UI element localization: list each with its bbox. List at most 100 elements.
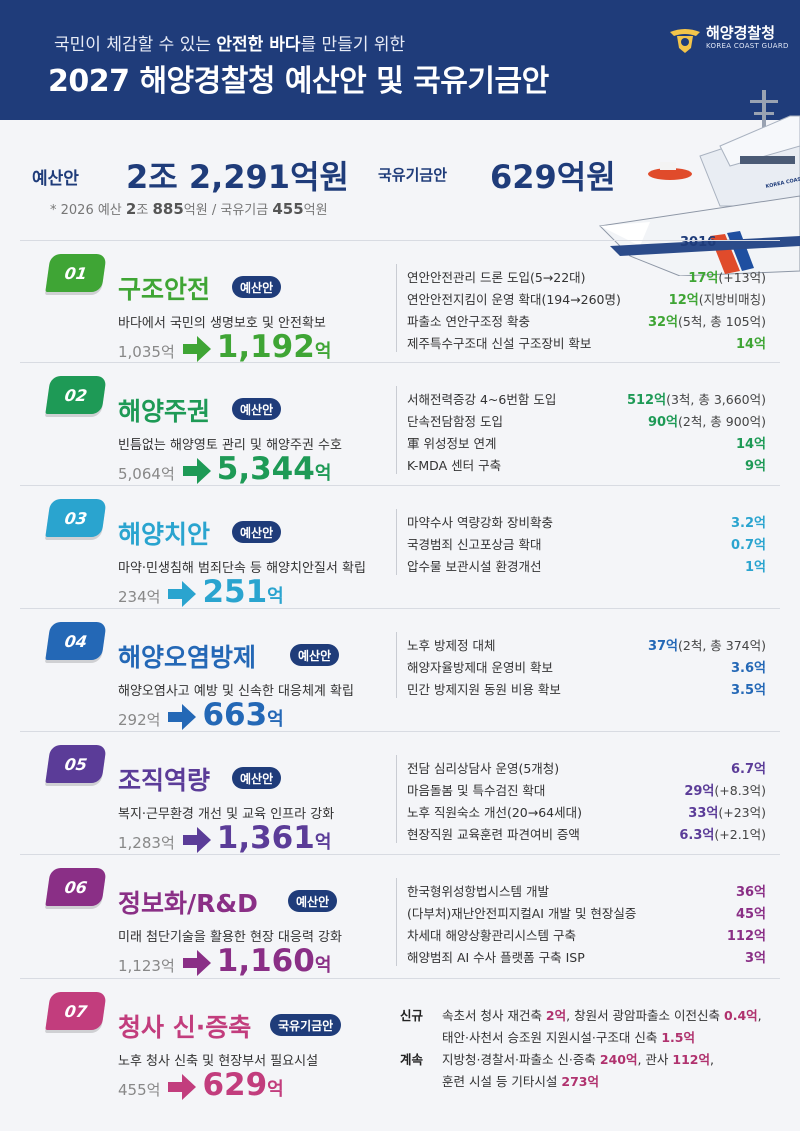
section-description: 복지·근무환경 개선 및 교육 인프라 강화 (118, 807, 335, 822)
page-title: 2027 해양경찰청 예산안 및 국유기금안 (48, 64, 549, 99)
section-divider (20, 608, 780, 609)
section-item-list: 서해전력증강 4~6번함 도입 512억(3척, 총 3,660억) 단속전담함정 … (396, 386, 766, 474)
section-number-badge: 02 (45, 376, 107, 414)
item-value: 0.7억 (731, 538, 766, 553)
list-item: 단속전담함정 도입 90억(2척, 총 900억) (407, 408, 766, 430)
item-value: 45억 (735, 907, 766, 922)
list-item: 마약수사 역량강화 장비확충 3.2억 (407, 509, 766, 531)
section-item-list: 노후 방제정 대체 37억(2척, 총 374억) 해양자율방제대 운영비 확보 3.… (396, 632, 766, 698)
item-name: 민간 방제지원 동원 비용 확보 (407, 682, 561, 697)
list-item: K-MDA 센터 구축 9억 (407, 452, 766, 474)
section-description: 미래 첨단기술을 활용한 현장 대응력 강화 (118, 930, 342, 945)
section-tag: 예산안 (232, 276, 282, 298)
section-pollution-control: 04 해양오염방제 예산안 해양오염사고 예방 및 신속한 대응체계 확립 292억 66… (0, 608, 800, 733)
item-value: 112억 (726, 929, 766, 944)
previous-year-budget: * 2026 예산 2조 885억원 / 국유기금 455억원 (50, 200, 328, 218)
item-value: 6.7억 (731, 762, 766, 777)
list-item: (다부처)재난안전피지컬AI 개발 및 현장실증 45억 (407, 900, 766, 922)
item-name: 연안안전지킴이 운영 확대(194→260명) (407, 292, 621, 307)
section-number-badge: 05 (45, 745, 107, 783)
item-value: 3.6억 (731, 661, 766, 676)
header-subtitle: 국민이 체감할 수 있는 안전한 바다를 만들기 위한 (54, 35, 406, 55)
coast-guard-logo: 해양경찰청 KOREA COAST GUARD (668, 20, 788, 60)
item-name: (다부처)재난안전피지컬AI 개발 및 현장실증 (407, 906, 637, 921)
list-item: 전담 심리상담사 운영(5개청) 6.7억 (407, 755, 766, 777)
arrow-right-icon (182, 336, 211, 362)
item-name: 압수물 보관시설 환경개선 (407, 559, 542, 574)
item-value: 512억(3척, 총 3,660억) (626, 392, 766, 408)
section-prev-amount: 292억 (118, 711, 161, 729)
section-title: 정보화/R&D (118, 889, 258, 918)
section-new-amount: 251억 (202, 574, 284, 610)
budget-value: 2조 2,291억원 (126, 158, 349, 196)
section-tag: 예산안 (232, 398, 282, 420)
section-building-construction: 07 청사 신·증축 국유기금안 노후 청사 신축 및 현장부서 필요시설 45… (0, 978, 800, 1128)
item-name: 軍 위성정보 연계 (407, 436, 497, 451)
list-item: 현장직원 교육훈련 파견여비 증액 6.3억(+2.1억) (407, 821, 766, 843)
section-prev-amount: 1,283억 (118, 834, 175, 852)
section-item-list: 한국형위성항법시스템 개발 36억 (다부처)재난안전피지컬AI 개발 및 현장실증… (396, 878, 766, 966)
section-number-badge: 06 (45, 868, 107, 906)
list-item: 노후 방제정 대체 37억(2척, 총 374억) (407, 632, 766, 654)
item-name: 노후 방제정 대체 (407, 638, 496, 653)
construction-details: 신규 속초서 청사 재건축 2억, 창원서 광암파출소 이전신축 0.4억, 태… (400, 1002, 780, 1090)
header-banner: 국민이 체감할 수 있는 안전한 바다를 만들기 위한 2027 해양경찰청 예… (0, 0, 800, 120)
item-value: 90억(2척, 총 900억) (647, 414, 766, 430)
list-item: 제주특수구조대 신설 구조장비 확보 14억 (407, 330, 766, 352)
section-title: 해양주권 (118, 397, 211, 426)
item-value: 17억(+13억) (688, 270, 766, 286)
fund-label: 국유기금안 (378, 166, 448, 184)
item-value: 12억(지방비매칭) (668, 292, 766, 308)
section-new-amount: 663억 (202, 697, 284, 733)
item-value: 6.3억(+2.1억) (679, 827, 766, 843)
logo-name-ko: 해양경찰청 (706, 24, 776, 42)
section-new-amount: 1,361억 (216, 820, 332, 856)
section-new-amount: 1,192억 (216, 329, 332, 365)
list-item: 민간 방제지원 동원 비용 확보 3.5억 (407, 676, 766, 698)
list-item: 마음돌봄 및 특수검진 확대 29억(+8.3억) (407, 777, 766, 799)
item-value: 3.5억 (731, 683, 766, 698)
section-title: 청사 신·증축 (118, 1013, 252, 1042)
section-tag: 예산안 (232, 767, 282, 789)
item-value: 14억 (735, 337, 766, 352)
section-prev-amount: 1,123억 (118, 957, 175, 975)
list-item: 연안안전관리 드론 도입(5→22대) 17억(+13억) (407, 264, 766, 286)
list-item: 차세대 해양상황관리시스템 구축 112억 (407, 922, 766, 944)
section-number-badge: 03 (45, 499, 107, 537)
section-divider (20, 978, 780, 979)
section-tag: 예산안 (288, 890, 338, 912)
item-name: 한국형위성항법시스템 개발 (407, 884, 549, 899)
list-item: 軍 위성정보 연계 14억 (407, 430, 766, 452)
section-rescue-safety: 01 구조안전 예산안 바다에서 국민의 생명보호 및 안전확보 1,035억 1,192… (0, 240, 800, 365)
arrow-right-icon (168, 581, 197, 607)
section-tag: 예산안 (232, 521, 282, 543)
list-item: 한국형위성항법시스템 개발 36억 (407, 878, 766, 900)
budget-label: 예산안 (32, 169, 79, 189)
section-title: 구조안전 (118, 275, 211, 304)
list-item: 해양자율방제대 운영비 확보 3.6억 (407, 654, 766, 676)
item-name: 서해전력증강 4~6번함 도입 (407, 392, 557, 407)
logo-name-en: KOREA COAST GUARD (706, 42, 789, 50)
section-new-amount: 629억 (202, 1067, 284, 1103)
section-description: 마약·민생침해 범죄단속 등 해양치안질서 확립 (118, 561, 366, 576)
item-name: 제주특수구조대 신설 구조장비 확보 (407, 336, 592, 351)
budget-summary: 예산안 2조 2,291억원 국유기금안 629억원 (32, 150, 652, 200)
section-title: 해양오염방제 (118, 643, 257, 672)
item-value: 3.2억 (731, 516, 766, 531)
section-tag: 국유기금안 (270, 1014, 342, 1036)
list-item: 압수물 보관시설 환경개선 1억 (407, 553, 766, 575)
section-item-list: 연안안전관리 드론 도입(5→22대) 17억(+13억) 연안안전지킴이 운영 확… (396, 264, 766, 352)
item-value: 3억 (744, 951, 766, 966)
list-item: 해양범죄 AI 수사 플랫폼 구축 ISP 3억 (407, 944, 766, 966)
arrow-right-icon (182, 950, 211, 976)
section-organization: 05 조직역량 예산안 복지·근무환경 개선 및 교육 인프라 강화 1,283억 1,3… (0, 731, 800, 856)
section-divider (20, 485, 780, 486)
section-item-list: 전담 심리상담사 운영(5개청) 6.7억 마음돌봄 및 특수검진 확대 29억(+8… (396, 755, 766, 843)
item-name: 해양범죄 AI 수사 플랫폼 구축 ISP (407, 950, 585, 965)
item-value: 37억(2척, 총 374억) (647, 638, 766, 654)
arrow-right-icon (182, 458, 211, 484)
section-tag: 예산안 (290, 644, 340, 666)
section-prev-amount: 1,035억 (118, 343, 175, 361)
section-new-amount: 1,160억 (216, 943, 332, 979)
